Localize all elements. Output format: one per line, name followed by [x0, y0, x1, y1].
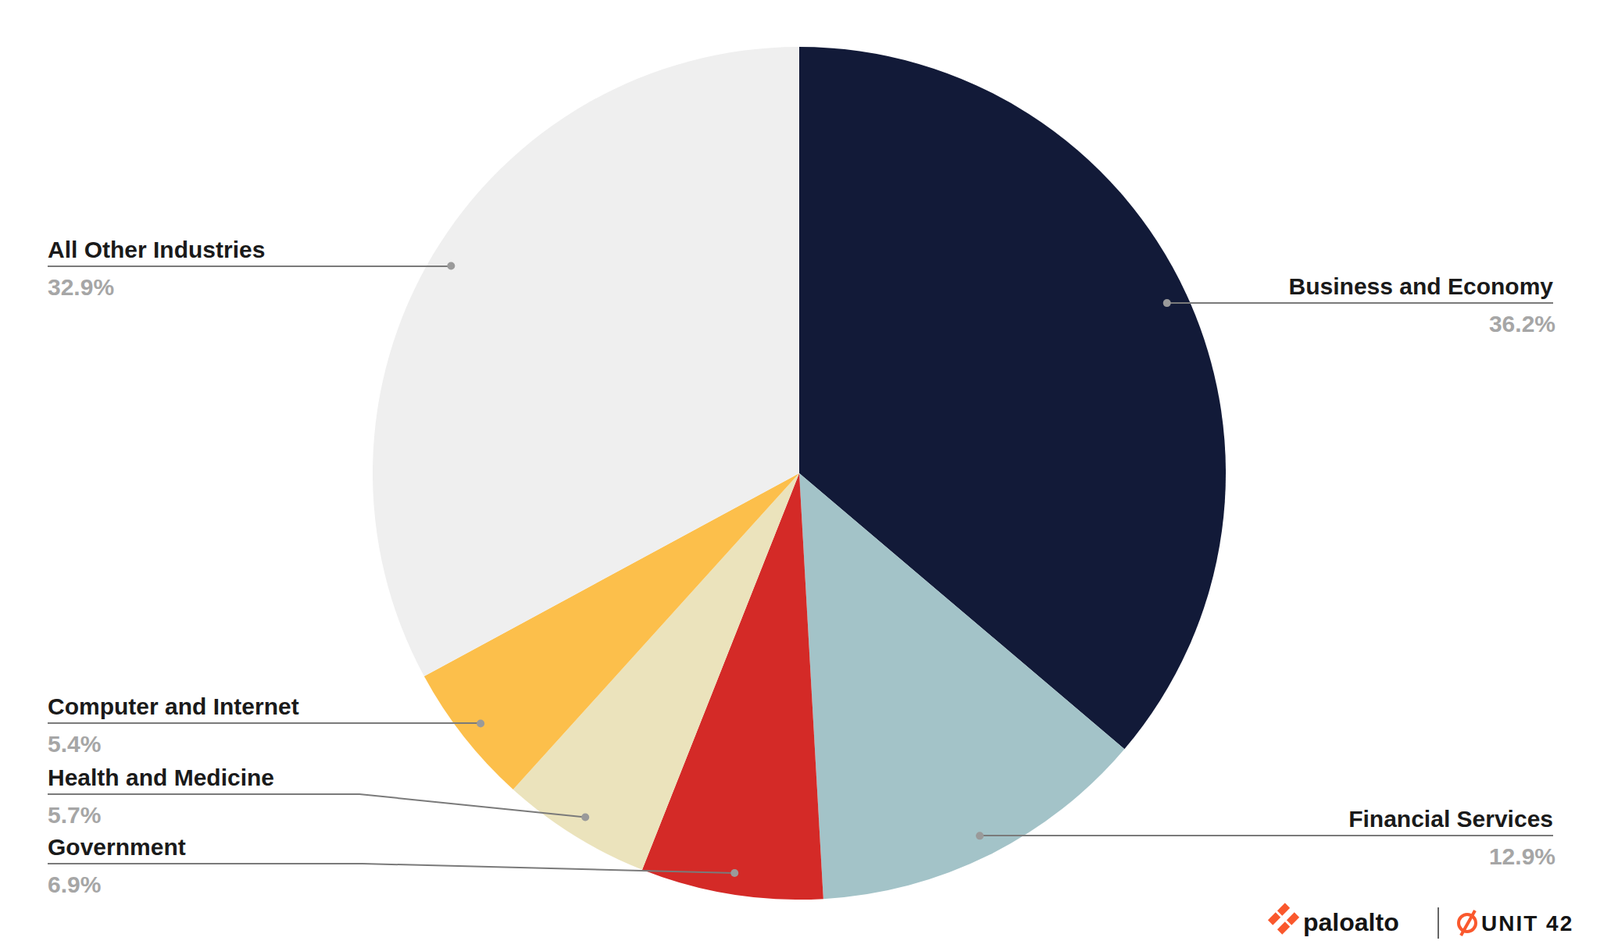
value-label: 12.9%	[1489, 843, 1556, 870]
leader-line	[47, 864, 735, 874]
value-label: 5.4%	[47, 731, 101, 758]
category-label: Government	[47, 834, 186, 861]
leader-line	[1167, 302, 1554, 304]
category-label: Business and Economy	[1289, 273, 1554, 300]
value-label: 5.7%	[47, 802, 101, 829]
leader-line	[979, 835, 1554, 837]
leader-dot	[476, 719, 485, 728]
footer-logos: paloalto UNIT 42	[1267, 903, 1574, 940]
leader-line	[47, 722, 481, 725]
logo-icon	[1267, 912, 1281, 925]
logo-separator	[1437, 907, 1440, 940]
chart: Business and Economy 36.2% Financial Servi…	[0, 0, 1600, 948]
logo-text: UNIT 42	[1481, 911, 1574, 936]
pie	[372, 46, 1226, 900]
leader-dot	[975, 832, 984, 840]
leader-dot	[1163, 299, 1172, 308]
logo-icon	[1286, 912, 1300, 925]
pie-slice	[372, 46, 800, 677]
value-label: 36.2%	[1489, 310, 1556, 337]
category-label: Financial Services	[1348, 806, 1554, 833]
category-label: Health and Medicine	[47, 764, 275, 791]
labels: Business and Economy 36.2% Financial Servi…	[47, 236, 1556, 898]
leader-dot	[730, 869, 739, 878]
value-label: 32.9%	[47, 274, 115, 300]
logo-icon	[1277, 903, 1290, 916]
category-label: Computer and Internet	[47, 693, 300, 720]
leader-line	[47, 794, 586, 818]
logo-text: paloalto	[1303, 908, 1400, 937]
logo-icon	[1460, 910, 1475, 936]
logo-icon	[1277, 921, 1290, 935]
leader-line	[47, 265, 451, 268]
leader-dot	[581, 814, 590, 822]
category-label: All Other Industries	[47, 236, 265, 263]
value-label: 6.9%	[47, 871, 101, 898]
leader-dot	[446, 262, 455, 271]
